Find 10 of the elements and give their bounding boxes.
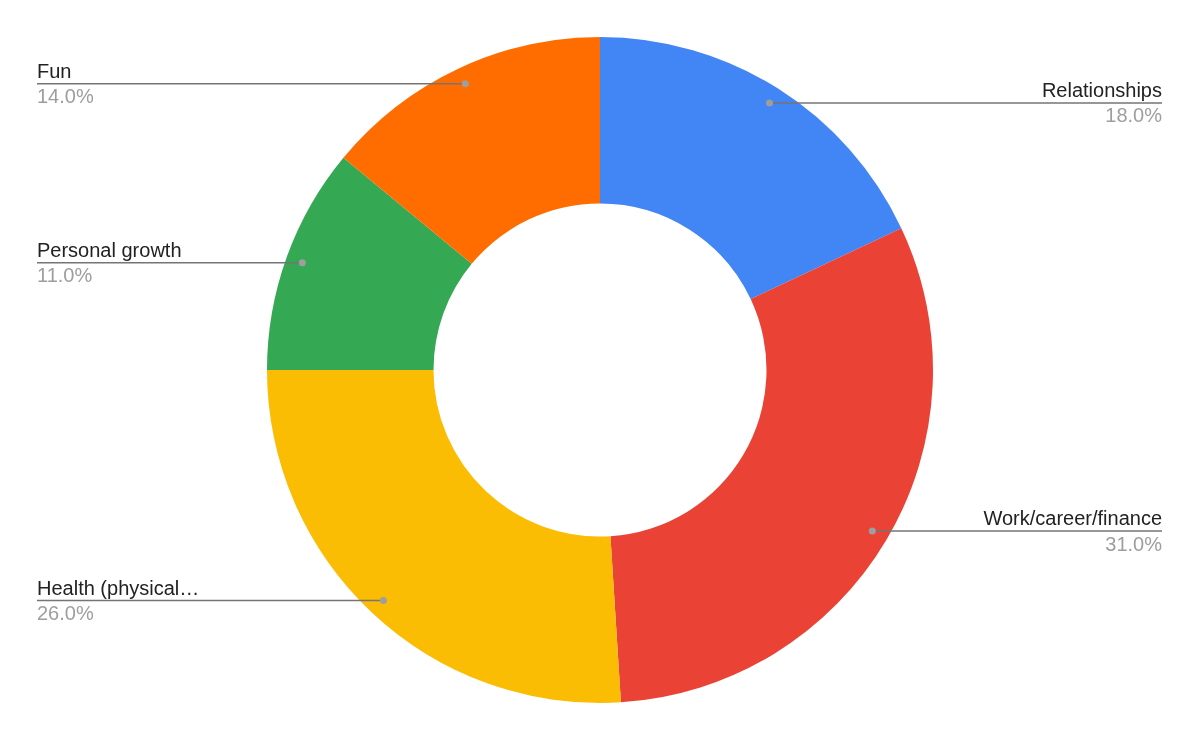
data-label: 26.0%: [37, 602, 94, 625]
slice-label: Work/career/finance: [983, 507, 1162, 530]
data-label: 11.0%: [37, 264, 93, 287]
data-label: 18.0%: [1105, 104, 1163, 127]
slice-label: Relationships: [1041, 78, 1162, 101]
data-label: 14.0%: [37, 85, 94, 108]
slice-label: Personal growth: [37, 238, 182, 261]
data-label: 31.0%: [1105, 532, 1163, 555]
slice-label: Health (physical…: [37, 576, 200, 599]
slice-label: Fun: [37, 59, 72, 82]
